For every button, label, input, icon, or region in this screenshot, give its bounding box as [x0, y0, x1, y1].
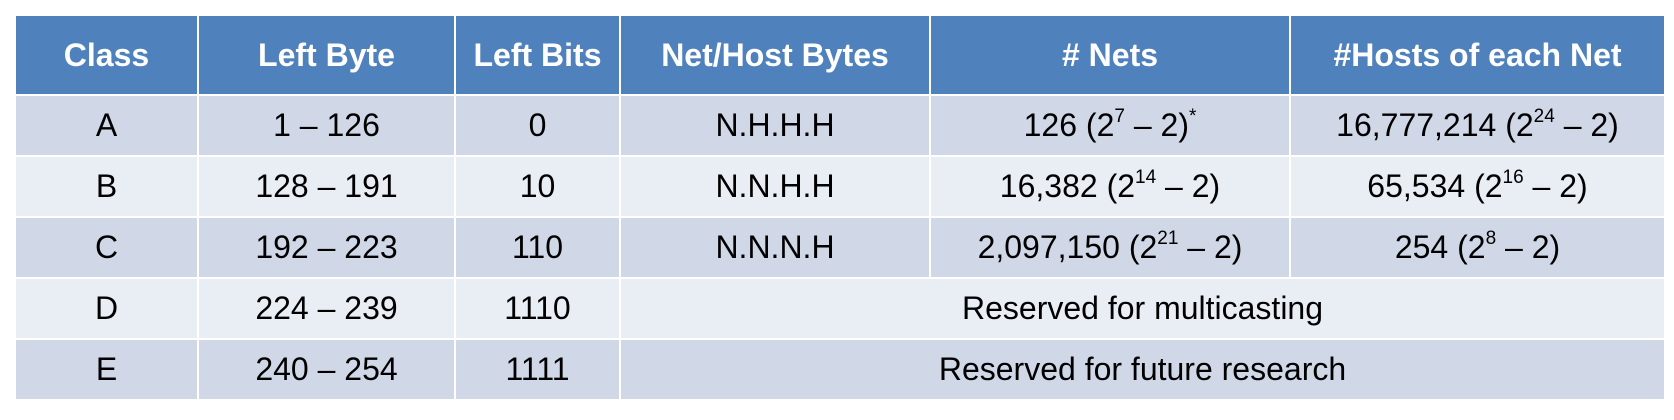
- cell-left-bits: 10: [454, 155, 621, 218]
- hosts-count: 254 (2: [1394, 229, 1486, 265]
- cell-left-byte: 128 – 191: [197, 155, 456, 218]
- cell-left-bits: 1111: [454, 338, 621, 401]
- hosts-exponent: 16: [1502, 167, 1524, 189]
- nets-count: 2,097,150 (2: [977, 229, 1158, 265]
- nets-tail: – 2): [1124, 107, 1189, 143]
- cell-hosts: 254 (28 – 2): [1289, 216, 1664, 279]
- cell-class: B: [16, 155, 199, 218]
- cell-left-byte: 240 – 254: [197, 338, 456, 401]
- header-hosts: #Hosts of each Net: [1289, 16, 1664, 96]
- cell-nets: 16,382 (214 – 2): [929, 155, 1291, 218]
- cell-net-host: N.N.N.H: [619, 216, 931, 279]
- hosts-count: 16,777,214 (2: [1336, 107, 1534, 143]
- cell-class: E: [16, 338, 199, 401]
- nets-count: 16,382 (2: [999, 168, 1136, 204]
- cell-class: C: [16, 216, 199, 279]
- cell-left-byte: 224 – 239: [197, 277, 456, 340]
- cell-left-byte: 1 – 126: [197, 94, 456, 157]
- hosts-tail: – 2): [1496, 229, 1561, 265]
- table-row: B 128 – 191 10 N.N.H.H 16,382 (214 – 2) …: [16, 155, 1664, 218]
- cell-class: D: [16, 277, 199, 340]
- cell-class: A: [16, 94, 199, 157]
- hosts-count: 65,534 (2: [1367, 168, 1503, 204]
- header-net-host-bytes: Net/Host Bytes: [619, 16, 931, 96]
- ip-class-table-wrapper: Class Left Byte Left Bits Net/Host Bytes…: [16, 16, 1664, 401]
- cell-left-byte: 192 – 223: [197, 216, 456, 279]
- hosts-tail: – 2): [1554, 107, 1619, 143]
- table-row: E 240 – 254 1111 Reserved for future res…: [16, 338, 1664, 401]
- hosts-tail: – 2): [1523, 168, 1588, 204]
- hosts-exponent: 8: [1485, 228, 1497, 250]
- cell-net-host: N.N.H.H: [619, 155, 931, 218]
- cell-left-bits: 1110: [454, 277, 621, 340]
- cell-nets: 126 (27 – 2)*: [929, 94, 1291, 157]
- header-left-byte: Left Byte: [197, 16, 456, 96]
- hosts-exponent: 24: [1533, 106, 1555, 128]
- nets-exponent: 7: [1114, 106, 1125, 128]
- header-left-bits: Left Bits: [454, 16, 621, 96]
- cell-net-host: N.H.H.H: [619, 94, 931, 157]
- header-class: Class: [16, 16, 199, 96]
- nets-tail: – 2): [1156, 168, 1221, 204]
- nets-count: 126 (2: [1023, 107, 1115, 143]
- table-row: C 192 – 223 110 N.N.N.H 2,097,150 (221 –…: [16, 216, 1664, 279]
- nets-footnote-marker: *: [1188, 106, 1197, 128]
- table-header-row: Class Left Byte Left Bits Net/Host Bytes…: [16, 16, 1664, 96]
- cell-left-bits: 110: [454, 216, 621, 279]
- cell-reserved: Reserved for multicasting: [619, 277, 1664, 340]
- cell-hosts: 65,534 (216 – 2): [1289, 155, 1664, 218]
- cell-hosts: 16,777,214 (224 – 2): [1289, 94, 1664, 157]
- table-row: A 1 – 126 0 N.H.H.H 126 (27 – 2)* 16,777…: [16, 94, 1664, 157]
- table-row: D 224 – 239 1110 Reserved for multicasti…: [16, 277, 1664, 340]
- nets-exponent: 14: [1135, 167, 1157, 189]
- cell-nets: 2,097,150 (221 – 2): [929, 216, 1291, 279]
- header-nets: # Nets: [929, 16, 1291, 96]
- cell-left-bits: 0: [454, 94, 621, 157]
- cell-reserved: Reserved for future research: [619, 338, 1664, 401]
- nets-exponent: 21: [1157, 228, 1179, 250]
- nets-tail: – 2): [1178, 229, 1243, 265]
- ip-address-class-table: Class Left Byte Left Bits Net/Host Bytes…: [16, 16, 1664, 401]
